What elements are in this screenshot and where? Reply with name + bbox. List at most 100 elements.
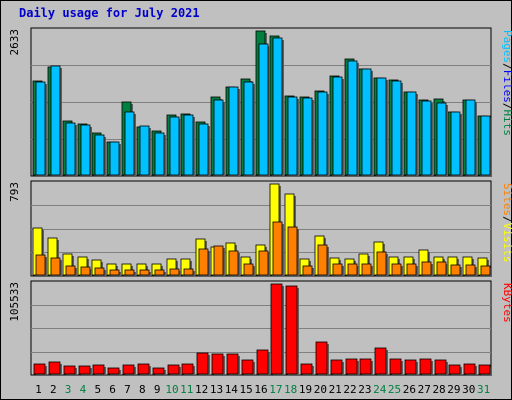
bar-sites-day-23 xyxy=(361,263,372,276)
bar-kbytes-day-29 xyxy=(448,364,461,375)
bar-kbytes-day-1 xyxy=(33,363,46,375)
bar-kbytes-day-16 xyxy=(256,349,269,375)
legend-separator: / xyxy=(501,216,512,223)
bar-files-day-25 xyxy=(391,80,402,176)
bar-sites-day-26 xyxy=(406,263,417,276)
bar-kbytes-day-14 xyxy=(226,353,239,375)
bar-files-day-17 xyxy=(272,37,283,176)
bar-sites-day-28 xyxy=(436,261,447,276)
x-tick-label-day-11: 11 xyxy=(180,383,193,396)
x-tick-label-day-20: 20 xyxy=(314,383,327,396)
bar-kbytes-day-25 xyxy=(389,358,402,375)
bar-kbytes-day-19 xyxy=(300,363,313,375)
legend-hits: Hits xyxy=(501,110,512,137)
chart-title: Daily usage for July 2021 xyxy=(19,6,200,20)
x-tick-label-day-4: 4 xyxy=(80,383,87,396)
bar-files-day-28 xyxy=(436,102,447,176)
x-tick-label-day-30: 30 xyxy=(462,383,475,396)
bar-kbytes-day-30 xyxy=(463,363,476,375)
bar-kbytes-day-7 xyxy=(122,364,135,375)
x-tick-label-day-22: 22 xyxy=(343,383,356,396)
bar-sites-day-10 xyxy=(169,268,180,276)
legend-separator: / xyxy=(501,103,512,110)
legend-files: Files xyxy=(501,70,512,103)
x-tick-label-day-8: 8 xyxy=(139,383,146,396)
x-tick-label-day-26: 26 xyxy=(403,383,416,396)
legend-kbytes: KBytes xyxy=(501,283,512,323)
bar-files-day-23 xyxy=(361,68,372,176)
bar-kbytes-day-31 xyxy=(478,364,491,375)
bar-sites-day-1 xyxy=(35,254,46,276)
bar-files-day-29 xyxy=(450,111,461,176)
bar-sites-day-7 xyxy=(124,269,135,276)
bar-files-day-14 xyxy=(228,86,239,176)
bar-sites-day-22 xyxy=(347,263,358,276)
bar-sites-day-31 xyxy=(480,265,491,276)
bar-kbytes-day-24 xyxy=(374,347,387,375)
bar-kbytes-day-15 xyxy=(241,359,254,375)
bar-sites-day-29 xyxy=(450,264,461,276)
x-tick-label-day-24: 24 xyxy=(373,383,387,396)
bar-kbytes-day-23 xyxy=(359,358,372,375)
bar-files-day-31 xyxy=(480,115,491,176)
bar-kbytes-day-13 xyxy=(211,353,224,375)
bar-sites-day-20 xyxy=(317,244,328,276)
bar-files-day-15 xyxy=(243,81,254,176)
panel-visits-sites-max-label: 793 xyxy=(8,182,21,202)
bar-kbytes-day-8 xyxy=(137,363,150,375)
x-tick-label-day-31: 31 xyxy=(477,383,490,396)
panel-kbytes-max-label: 105533 xyxy=(8,282,21,322)
bar-sites-day-8 xyxy=(139,269,150,276)
bar-kbytes-day-17 xyxy=(270,283,283,375)
x-tick-label-day-10: 10 xyxy=(165,383,178,396)
bar-kbytes-day-4 xyxy=(78,365,91,375)
bar-sites-day-2 xyxy=(50,257,61,276)
bar-files-day-10 xyxy=(169,116,180,176)
bar-files-day-7 xyxy=(124,111,135,176)
x-tick-label-day-9: 9 xyxy=(154,383,161,396)
bar-kbytes-day-11 xyxy=(181,363,194,375)
bar-files-day-11 xyxy=(183,114,194,176)
bar-sites-day-15 xyxy=(243,263,254,276)
bar-sites-day-17 xyxy=(272,221,283,276)
bar-kbytes-day-26 xyxy=(404,359,417,375)
x-tick-label-day-28: 28 xyxy=(432,383,445,396)
bar-kbytes-day-2 xyxy=(48,361,61,375)
bar-files-day-6 xyxy=(109,141,120,176)
panel-hits-files-pages-legend: Pages/Files/Hits xyxy=(501,30,512,136)
bar-files-day-26 xyxy=(406,91,417,176)
x-tick-label-day-29: 29 xyxy=(447,383,460,396)
bar-kbytes-day-27 xyxy=(419,358,432,375)
x-tick-label-day-2: 2 xyxy=(50,383,57,396)
legend-separator: / xyxy=(501,63,512,70)
bar-sites-day-18 xyxy=(287,226,298,276)
bar-sites-day-12 xyxy=(198,248,209,276)
bar-kbytes-day-5 xyxy=(92,364,105,375)
x-tick-label-day-23: 23 xyxy=(358,383,371,396)
x-tick-label-day-19: 19 xyxy=(299,383,312,396)
x-tick-label-day-5: 5 xyxy=(94,383,101,396)
bar-sites-day-21 xyxy=(332,263,343,276)
x-tick-label-day-14: 14 xyxy=(225,383,239,396)
x-tick-label-day-6: 6 xyxy=(109,383,116,396)
x-tick-label-day-16: 16 xyxy=(254,383,267,396)
bar-sites-day-27 xyxy=(421,261,432,276)
bar-files-day-30 xyxy=(465,99,476,176)
bar-kbytes-day-21 xyxy=(330,359,343,375)
bar-files-day-19 xyxy=(302,97,313,176)
bar-kbytes-day-28 xyxy=(434,359,447,375)
bar-sites-day-4 xyxy=(80,266,91,276)
bar-files-day-5 xyxy=(94,134,105,176)
bar-sites-day-13 xyxy=(213,245,224,276)
bar-files-day-21 xyxy=(332,76,343,176)
legend-visits: Visits xyxy=(501,223,512,263)
x-tick-label-day-18: 18 xyxy=(284,383,297,396)
bar-files-day-13 xyxy=(213,99,224,176)
bar-files-day-16 xyxy=(258,43,269,176)
legend-sites: Sites xyxy=(501,183,512,216)
bar-files-day-1 xyxy=(35,81,46,176)
bar-kbytes-day-22 xyxy=(345,358,358,375)
bar-sites-day-5 xyxy=(94,267,105,276)
bar-files-day-8 xyxy=(139,125,150,176)
